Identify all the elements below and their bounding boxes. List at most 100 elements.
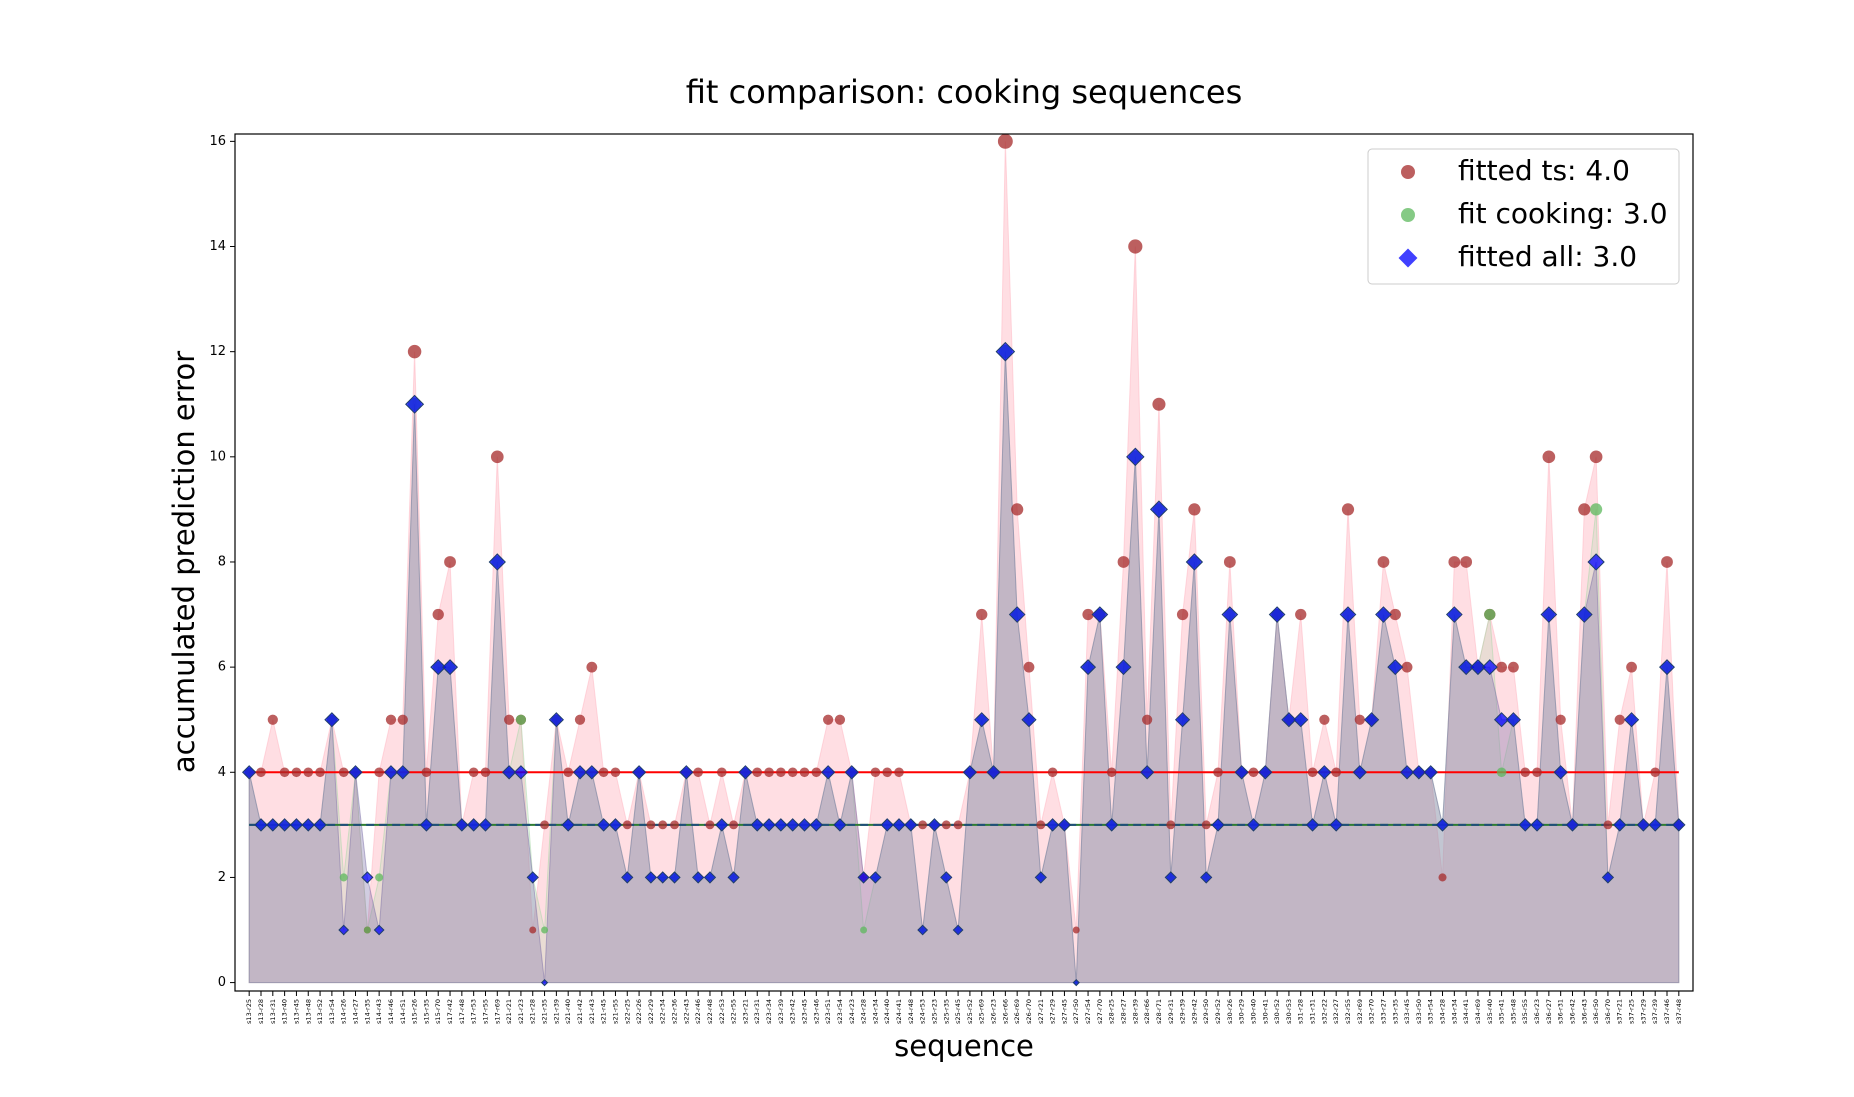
circle-marker [1188, 503, 1201, 516]
x-tick-label: s22-r48 [706, 999, 714, 1024]
x-tick-label: s29-r39 [1179, 999, 1187, 1024]
x-tick-label: s29-r42 [1190, 999, 1198, 1024]
circle-marker [1578, 503, 1591, 516]
diamond-marker [1317, 765, 1332, 780]
x-tick-label: s22-r46 [694, 999, 702, 1024]
diamond-marker [548, 712, 564, 728]
y-tick-label: 14 [209, 239, 226, 254]
x-tick-label: s14-r51 [399, 999, 407, 1024]
circle-marker [1484, 608, 1496, 621]
diamond-marker [1601, 871, 1615, 884]
diamond-marker [324, 712, 340, 728]
circle-marker [279, 767, 290, 778]
circle-marker [385, 714, 397, 725]
diamond-marker [1293, 712, 1309, 728]
diamond-marker [880, 818, 894, 832]
x-tick-label: s13-r52 [316, 999, 324, 1024]
diamond-marker [962, 765, 978, 780]
legend-box [1367, 148, 1680, 285]
circle-marker [1460, 556, 1473, 568]
diamond-marker [1221, 606, 1239, 623]
diamond-marker [395, 765, 410, 780]
diamond-marker [995, 341, 1016, 362]
diamond-marker [679, 765, 694, 780]
circle-marker [1496, 767, 1507, 778]
circle-marker [338, 767, 349, 778]
diamond-marker [1021, 712, 1037, 728]
circle-marker [799, 767, 810, 778]
y-tick-label: 2 [218, 870, 226, 885]
x-tick-label: s33-r50 [1415, 999, 1423, 1024]
x-tick-label: s34-r34 [1450, 999, 1458, 1024]
circle-marker [468, 767, 479, 778]
diamond-marker [703, 871, 717, 884]
circle-marker [1011, 503, 1024, 516]
diamond-marker [1080, 659, 1097, 676]
diamond-marker [1126, 447, 1145, 467]
diamond-marker [1623, 712, 1640, 728]
diamond-marker [419, 818, 434, 832]
x-tick-label: s35-r40 [1486, 999, 1494, 1024]
circle-marker [953, 820, 963, 830]
diamond-marker [540, 978, 549, 987]
x-tick-label: s24-r41 [895, 999, 903, 1024]
x-tick-label: s21-r45 [600, 999, 608, 1024]
y-tick-label: 12 [209, 344, 226, 359]
diamond-marker [1164, 871, 1177, 884]
diamond-marker [1200, 871, 1213, 884]
diamond-marker [1104, 818, 1119, 832]
x-tick-label: s21-r43 [588, 999, 596, 1024]
circle-marker [693, 767, 703, 778]
x-tick-label: s14-r46 [387, 999, 395, 1024]
x-tick-label: s13-r40 [281, 999, 289, 1024]
diamond-marker [1234, 765, 1249, 780]
circle-marker [504, 714, 515, 725]
circle-marker [1117, 556, 1130, 568]
legend-label: fitted all: 3.0 [1458, 240, 1637, 273]
circle-marker [1047, 767, 1058, 778]
circle-marker [1036, 820, 1046, 830]
diamond-marker [1469, 659, 1486, 676]
diamond-marker [1672, 818, 1686, 832]
circle-marker [834, 714, 846, 725]
diamond-marker [442, 659, 459, 676]
circle-marker [1555, 714, 1566, 725]
x-tick-label: s26-r23 [990, 999, 998, 1024]
diamond-marker [501, 765, 517, 780]
diamond-marker [1246, 818, 1261, 832]
circle-marker [1448, 556, 1461, 568]
y-tick-label: 16 [209, 134, 226, 149]
circle-marker [776, 767, 786, 778]
diamond-marker [1281, 712, 1297, 728]
diamond-marker [762, 818, 776, 832]
diamond-marker [572, 765, 588, 780]
circle-marker [256, 767, 266, 778]
circle-marker [1248, 767, 1259, 778]
x-tick-label: s17-r53 [470, 999, 478, 1024]
x-tick-label: s23-r21 [741, 999, 749, 1024]
circle-marker [918, 820, 928, 830]
diamond-marker [644, 871, 658, 884]
x-tick-label: s36-r42 [1568, 999, 1576, 1024]
x-tick-label: s23-r34 [765, 999, 773, 1024]
x-tick-label: s24-r40 [883, 999, 891, 1024]
diamond-marker [917, 924, 929, 936]
circle-marker [658, 820, 668, 830]
x-tick-label: s36-r23 [1533, 999, 1541, 1024]
circle-marker [1023, 661, 1035, 673]
circle-marker [1072, 926, 1080, 934]
diamond-marker [1411, 765, 1427, 780]
legend-label: fit cooking: 3.0 [1458, 197, 1668, 230]
diamond-marker [727, 871, 740, 884]
diamond-marker [1305, 818, 1320, 832]
x-tick-label: s13-r54 [328, 999, 336, 1024]
x-tick-label: s28-r25 [1108, 999, 1116, 1024]
diamond-marker [405, 394, 425, 414]
x-tick-label: s28-r71 [1155, 999, 1163, 1024]
circle-marker [752, 767, 763, 778]
diamond-marker [927, 818, 942, 832]
circle-marker [1213, 767, 1223, 778]
x-tick-label: s23-r46 [812, 999, 820, 1024]
circle-marker [490, 450, 504, 464]
x-tick-label: s13-r31 [269, 999, 277, 1024]
